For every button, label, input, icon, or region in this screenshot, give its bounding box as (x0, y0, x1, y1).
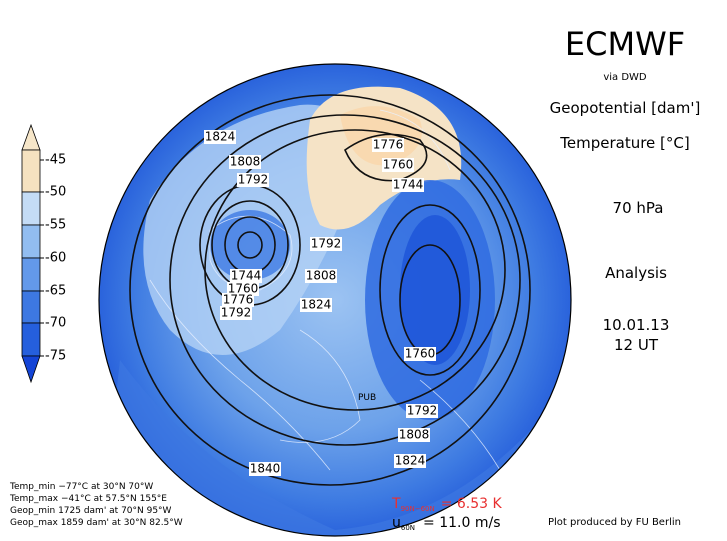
label-box (300, 298, 332, 312)
value: = 6.53 K (441, 496, 503, 512)
temperature-index: T90N−60N = 6.53 K (391, 496, 503, 513)
label-box (222, 293, 254, 307)
date: 10.01.13 (603, 316, 670, 334)
label-box (372, 138, 404, 152)
contour-label: 1808 (306, 269, 337, 283)
label-box (394, 454, 426, 468)
map-border (98, 63, 572, 537)
label-box (229, 155, 261, 169)
contour-label: 1760 (383, 158, 414, 172)
variable: Temperature [°C] (559, 134, 689, 152)
credit: Plot produced by FU Berlin (548, 517, 681, 528)
label-box (406, 404, 438, 418)
tick-label: -70 (45, 316, 66, 331)
station-label: PUB (358, 393, 376, 403)
level: 70 hPa (613, 199, 664, 217)
time: 12 UT (614, 336, 659, 354)
contour-label: 1824 (395, 454, 426, 468)
contour-label: 1792 (407, 404, 438, 418)
colorbar (21, 123, 41, 384)
label-box (220, 306, 252, 320)
contours (129, 94, 531, 486)
tick-label: -50 (45, 185, 66, 200)
label-box (398, 428, 430, 442)
contour-label: 1840 (250, 462, 281, 476)
contour-label: 1792 (221, 306, 252, 320)
colorbar-ticks: -45 -50 -55 -60 -65 -70 -75 (40, 153, 66, 364)
contour-label: 1744 (393, 178, 424, 192)
label-box (305, 269, 337, 283)
tick-label: -75 (45, 349, 66, 364)
contour-label: 1776 (223, 293, 254, 307)
contour-label: 1744 (231, 269, 262, 283)
label-box (204, 130, 236, 144)
subscript: 90N−60N (401, 505, 435, 513)
value: = 11.0 m/s (423, 515, 500, 531)
contour-label: 1824 (301, 298, 332, 312)
label-box (227, 282, 259, 296)
contour-label: 1824 (205, 130, 236, 144)
contour-label: 1760 (228, 282, 259, 296)
label-box (237, 173, 269, 187)
title: ECMWF (565, 25, 685, 63)
label-box (382, 158, 414, 172)
tick-label: -55 (45, 218, 66, 233)
tick-label: -65 (45, 284, 66, 299)
tick-label: -60 (45, 251, 66, 266)
contour-labels: 1824180817921776176017441792180818241744… (204, 130, 438, 476)
label-box (392, 178, 424, 192)
symbol: T (391, 496, 401, 512)
contour-label: 1776 (373, 138, 404, 152)
map-disk (99, 64, 571, 536)
contour-label: 1760 (405, 347, 436, 361)
stats: Temp_min −77°C at 30°N 70°W Temp_max −41°… (9, 482, 183, 528)
stat-line: Geop_min 1725 dam' at 70°N 95°W (10, 506, 172, 516)
contour-label: 1792 (238, 173, 269, 187)
stat-line: Geop_max 1859 dam' at 30°N 82.5°W (10, 518, 183, 528)
subscript: 60N (401, 524, 415, 532)
source: via DWD (603, 72, 647, 83)
label-box (310, 237, 342, 251)
product: Analysis (605, 264, 667, 282)
stat-line: Temp_min −77°C at 30°N 70°W (9, 482, 153, 492)
label-box (249, 462, 281, 476)
contour-label: 1808 (399, 428, 430, 442)
tick-label: -45 (45, 153, 66, 168)
contour-label: 1792 (311, 237, 342, 251)
contour-label: 1808 (230, 155, 261, 169)
label-box (230, 269, 262, 283)
wind-index: u60N = 11.0 m/s (392, 515, 500, 532)
label-box (404, 347, 436, 361)
symbol: u (392, 515, 401, 531)
variable: Geopotential [dam'] (550, 99, 701, 117)
stat-line: Temp_max −41°C at 57.5°N 155°E (9, 494, 167, 504)
